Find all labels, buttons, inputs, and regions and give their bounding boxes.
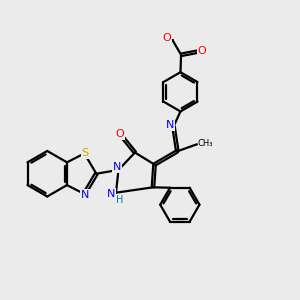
Text: O: O: [198, 46, 206, 56]
Text: N: N: [107, 189, 116, 199]
Text: O: O: [163, 33, 172, 43]
Text: CH₃: CH₃: [197, 139, 213, 148]
Text: N: N: [81, 190, 89, 200]
Text: N: N: [113, 162, 121, 172]
Text: H: H: [116, 195, 123, 205]
Text: O: O: [116, 129, 124, 139]
Text: S: S: [81, 148, 88, 158]
Text: N: N: [166, 120, 174, 130]
